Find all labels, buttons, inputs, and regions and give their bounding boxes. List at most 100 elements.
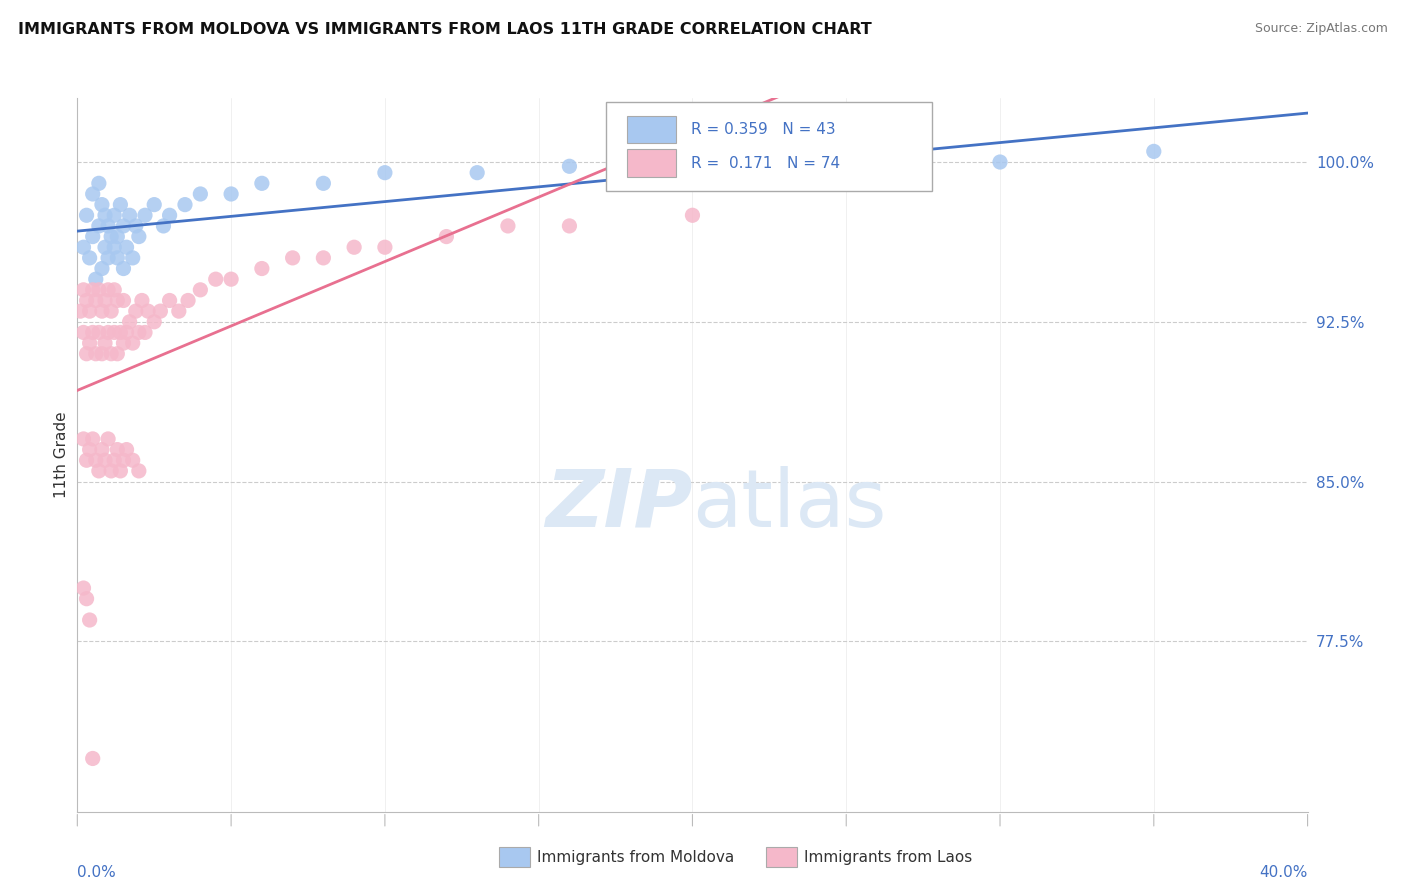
- Point: [84, 453, 107, 467]
- Point: [94, 240, 117, 254]
- Point: [72, 240, 94, 254]
- Point: [128, 229, 150, 244]
- Point: [84, 293, 107, 308]
- Point: [79, 304, 101, 318]
- Point: [219, 272, 242, 286]
- Point: [250, 261, 273, 276]
- Point: [72, 581, 94, 595]
- Point: [125, 219, 148, 233]
- Point: [105, 347, 128, 361]
- Point: [105, 229, 128, 244]
- Point: [118, 315, 141, 329]
- Point: [82, 229, 104, 244]
- Point: [72, 432, 94, 446]
- Text: R = 0.359   N = 43: R = 0.359 N = 43: [692, 122, 835, 137]
- Point: [82, 751, 104, 765]
- Point: [84, 272, 107, 286]
- Point: [118, 208, 141, 222]
- Point: [988, 155, 1011, 169]
- Point: [79, 336, 101, 351]
- Point: [188, 186, 212, 201]
- Point: [149, 304, 172, 318]
- Point: [110, 464, 132, 478]
- Point: [90, 304, 114, 318]
- FancyBboxPatch shape: [627, 116, 676, 143]
- Point: [103, 326, 125, 340]
- Point: [682, 208, 704, 222]
- Text: ZIP: ZIP: [546, 466, 693, 544]
- Point: [558, 219, 581, 233]
- Point: [76, 591, 98, 606]
- Point: [112, 219, 135, 233]
- Point: [112, 336, 135, 351]
- Point: [79, 251, 101, 265]
- Point: [465, 166, 488, 180]
- Point: [374, 166, 396, 180]
- FancyBboxPatch shape: [627, 150, 676, 177]
- Point: [100, 304, 122, 318]
- Point: [121, 336, 143, 351]
- Point: [82, 326, 104, 340]
- Point: [143, 197, 166, 211]
- Point: [87, 177, 110, 191]
- Point: [835, 155, 858, 169]
- Point: [94, 208, 117, 222]
- Point: [204, 272, 226, 286]
- Text: IMMIGRANTS FROM MOLDOVA VS IMMIGRANTS FROM LAOS 11TH GRADE CORRELATION CHART: IMMIGRANTS FROM MOLDOVA VS IMMIGRANTS FR…: [18, 22, 872, 37]
- Point: [558, 159, 581, 173]
- Point: [103, 208, 125, 222]
- Point: [82, 283, 104, 297]
- Text: 40.0%: 40.0%: [1260, 865, 1308, 880]
- Point: [167, 304, 190, 318]
- Point: [682, 155, 704, 169]
- Point: [72, 283, 94, 297]
- Point: [97, 432, 120, 446]
- Point: [312, 251, 335, 265]
- Point: [134, 326, 156, 340]
- Point: [103, 283, 125, 297]
- Point: [97, 251, 120, 265]
- Point: [76, 208, 98, 222]
- Point: [94, 453, 117, 467]
- Point: [128, 464, 150, 478]
- Point: [90, 197, 114, 211]
- Text: Immigrants from Laos: Immigrants from Laos: [804, 850, 973, 864]
- Point: [100, 347, 122, 361]
- Point: [87, 219, 110, 233]
- Point: [121, 251, 143, 265]
- Point: [87, 464, 110, 478]
- Point: [69, 304, 91, 318]
- Point: [79, 613, 101, 627]
- Point: [174, 197, 197, 211]
- Point: [112, 261, 135, 276]
- Point: [496, 219, 519, 233]
- Point: [1143, 145, 1166, 159]
- Text: 0.0%: 0.0%: [77, 865, 117, 880]
- Point: [97, 326, 120, 340]
- Point: [134, 208, 156, 222]
- Point: [110, 197, 132, 211]
- Point: [250, 177, 273, 191]
- Point: [82, 432, 104, 446]
- Point: [100, 464, 122, 478]
- Text: R =  0.171   N = 74: R = 0.171 N = 74: [692, 155, 841, 170]
- Point: [76, 347, 98, 361]
- Point: [131, 293, 153, 308]
- Text: atlas: atlas: [693, 466, 887, 544]
- Point: [115, 326, 138, 340]
- Point: [125, 304, 148, 318]
- Point: [312, 177, 335, 191]
- Point: [121, 453, 143, 467]
- Point: [177, 293, 200, 308]
- Point: [436, 229, 458, 244]
- Point: [188, 283, 212, 297]
- Point: [97, 219, 120, 233]
- Point: [76, 453, 98, 467]
- Point: [112, 293, 135, 308]
- FancyBboxPatch shape: [606, 102, 932, 191]
- Point: [115, 240, 138, 254]
- Point: [79, 442, 101, 457]
- Point: [97, 283, 120, 297]
- Point: [94, 336, 117, 351]
- Text: Immigrants from Moldova: Immigrants from Moldova: [537, 850, 734, 864]
